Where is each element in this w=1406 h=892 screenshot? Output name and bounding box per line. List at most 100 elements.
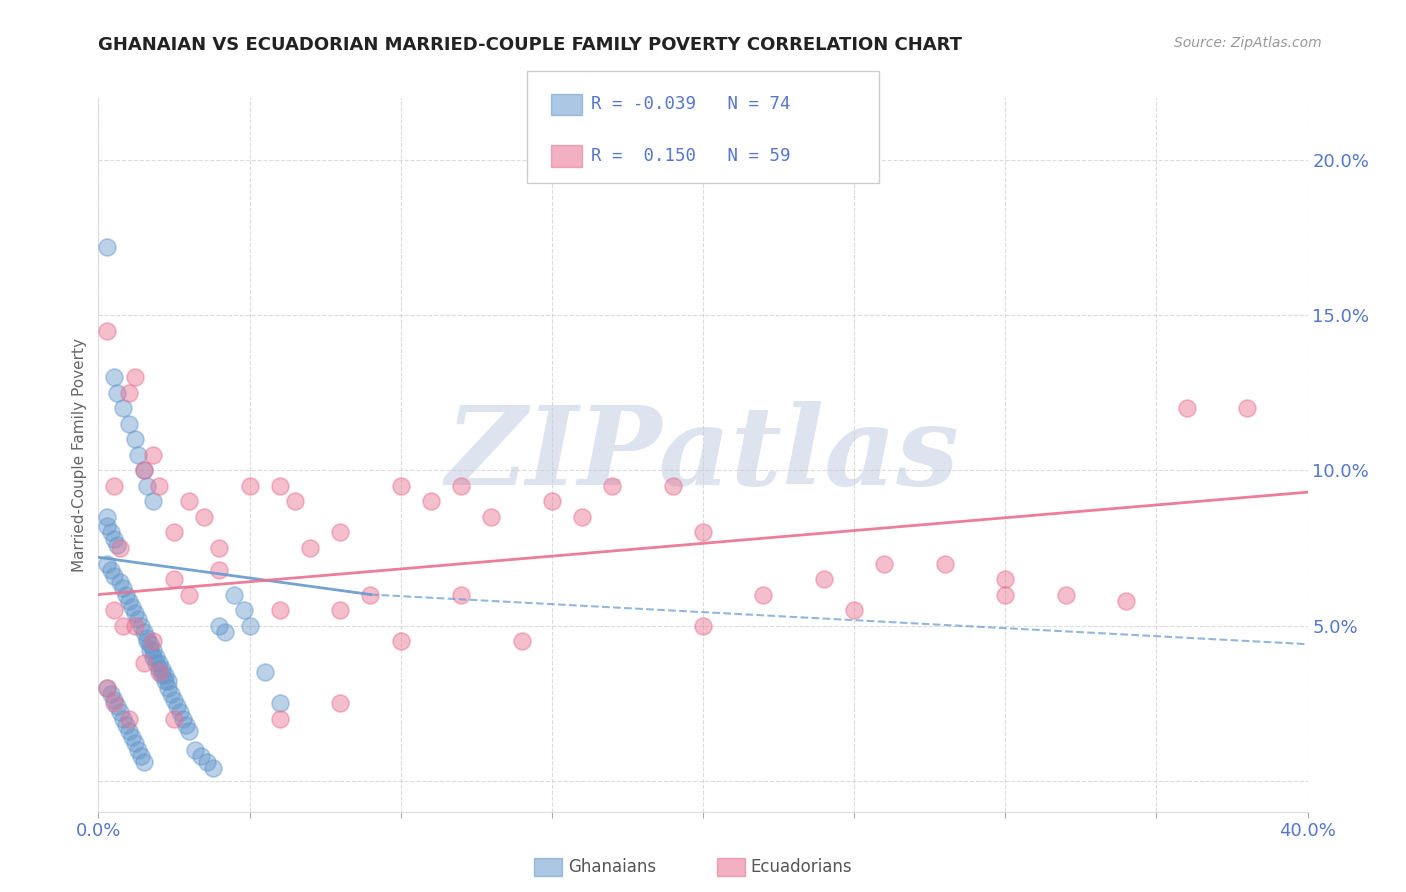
- Point: [124, 618, 146, 632]
- Point: [163, 693, 186, 707]
- Point: [190, 748, 212, 763]
- Point: [108, 541, 131, 555]
- Point: [145, 649, 167, 664]
- Point: [540, 494, 562, 508]
- Point: [142, 649, 165, 664]
- Point: [329, 525, 352, 540]
- Point: [269, 479, 291, 493]
- Point: [148, 662, 170, 676]
- Point: [103, 569, 125, 583]
- Point: [100, 563, 122, 577]
- Point: [132, 624, 155, 639]
- Point: [118, 417, 141, 431]
- Point: [118, 593, 141, 607]
- Point: [329, 696, 352, 710]
- Point: [153, 668, 176, 682]
- Point: [150, 662, 173, 676]
- Point: [692, 525, 714, 540]
- Point: [1175, 401, 1198, 416]
- Point: [111, 582, 134, 596]
- Point: [148, 656, 170, 670]
- Point: [142, 448, 165, 462]
- Point: [103, 370, 125, 384]
- Point: [661, 479, 683, 493]
- Point: [139, 643, 162, 657]
- Point: [510, 634, 533, 648]
- Point: [1054, 588, 1077, 602]
- Point: [142, 643, 165, 657]
- Point: [114, 588, 136, 602]
- Point: [96, 324, 118, 338]
- Point: [208, 563, 231, 577]
- Point: [389, 479, 412, 493]
- Point: [124, 606, 146, 620]
- Point: [208, 541, 231, 555]
- Point: [174, 718, 197, 732]
- Point: [114, 718, 136, 732]
- Point: [163, 525, 186, 540]
- Point: [481, 510, 503, 524]
- Point: [156, 674, 179, 689]
- Point: [148, 479, 170, 493]
- Point: [329, 603, 352, 617]
- Point: [111, 618, 134, 632]
- Point: [195, 755, 218, 769]
- Text: R = -0.039   N = 74: R = -0.039 N = 74: [591, 95, 790, 113]
- Point: [844, 603, 866, 617]
- Point: [129, 748, 152, 763]
- Point: [103, 696, 125, 710]
- Point: [135, 634, 157, 648]
- Point: [103, 603, 125, 617]
- Point: [269, 603, 291, 617]
- Point: [96, 557, 118, 571]
- Text: ZIPatlas: ZIPatlas: [446, 401, 960, 508]
- Point: [118, 724, 141, 739]
- Point: [105, 538, 128, 552]
- Point: [169, 706, 191, 720]
- Point: [121, 599, 143, 614]
- Point: [145, 656, 167, 670]
- Point: [100, 525, 122, 540]
- Point: [873, 557, 896, 571]
- Point: [193, 510, 215, 524]
- Point: [994, 588, 1017, 602]
- Point: [184, 742, 207, 756]
- Point: [692, 618, 714, 632]
- Point: [813, 572, 835, 586]
- Point: [419, 494, 441, 508]
- Point: [103, 479, 125, 493]
- Point: [160, 687, 183, 701]
- Point: [96, 240, 118, 254]
- Point: [163, 712, 186, 726]
- Text: Source: ZipAtlas.com: Source: ZipAtlas.com: [1174, 36, 1322, 50]
- Point: [105, 699, 128, 714]
- Point: [177, 494, 201, 508]
- Point: [127, 448, 149, 462]
- Point: [1115, 593, 1137, 607]
- Text: GHANAIAN VS ECUADORIAN MARRIED-COUPLE FAMILY POVERTY CORRELATION CHART: GHANAIAN VS ECUADORIAN MARRIED-COUPLE FA…: [98, 36, 963, 54]
- Point: [214, 624, 236, 639]
- Point: [103, 693, 125, 707]
- Point: [153, 674, 176, 689]
- Point: [132, 755, 155, 769]
- Point: [284, 494, 307, 508]
- Point: [108, 575, 131, 590]
- Point: [1236, 401, 1258, 416]
- Point: [127, 612, 149, 626]
- Point: [172, 712, 194, 726]
- Point: [150, 668, 173, 682]
- Point: [163, 572, 186, 586]
- Point: [166, 699, 188, 714]
- Point: [994, 572, 1017, 586]
- Point: [121, 731, 143, 745]
- Point: [96, 510, 118, 524]
- Point: [232, 603, 254, 617]
- Point: [450, 479, 472, 493]
- Point: [96, 519, 118, 533]
- Point: [177, 588, 201, 602]
- Point: [224, 588, 246, 602]
- Point: [135, 479, 157, 493]
- Point: [135, 631, 157, 645]
- Point: [124, 736, 146, 750]
- Point: [111, 712, 134, 726]
